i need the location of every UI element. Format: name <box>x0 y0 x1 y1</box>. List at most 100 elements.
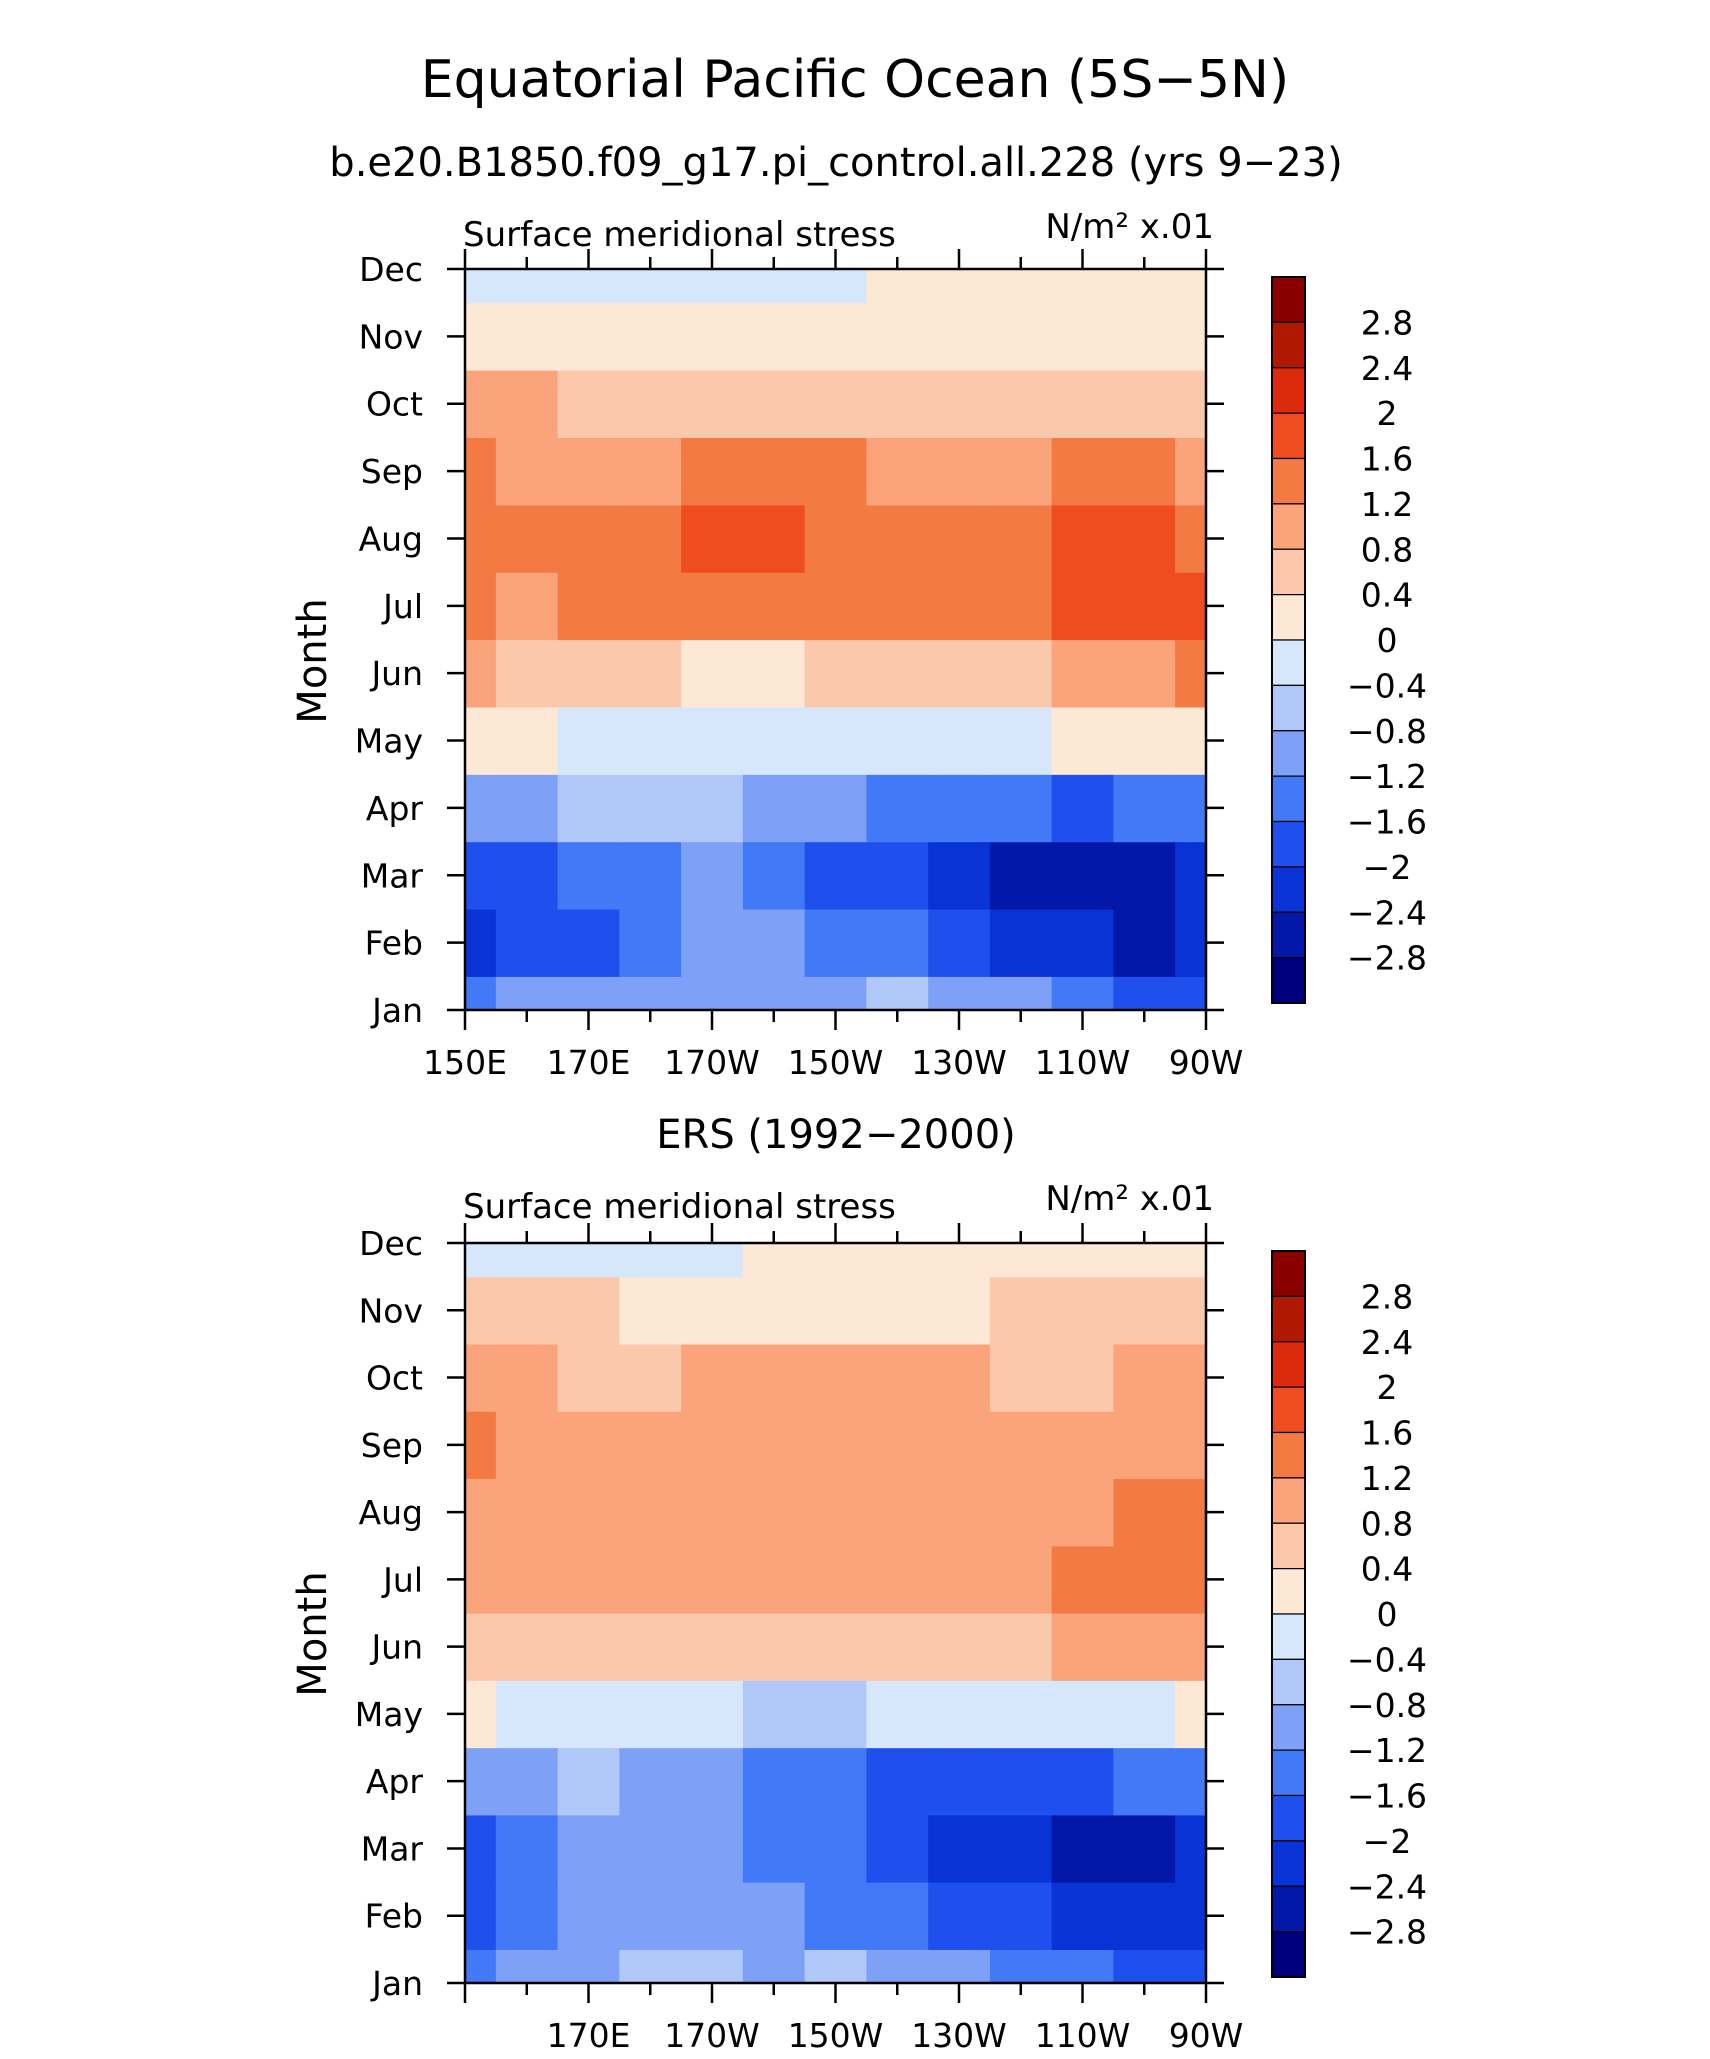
heatmap-cell <box>557 504 620 573</box>
heatmap-cell <box>619 1949 682 1983</box>
heatmap-cell <box>866 976 929 1010</box>
heatmap-cell <box>1051 1680 1114 1749</box>
heatmap-cell <box>619 1747 682 1816</box>
y-tick-label: Mar <box>361 1829 424 1868</box>
heatmap-cell <box>465 437 497 506</box>
heatmap-cell <box>1175 269 1206 304</box>
colorbar-label: −2.8 <box>1347 1913 1427 1952</box>
x-tick-label: 110W <box>1035 2016 1131 2055</box>
colorbar-label: 2.4 <box>1361 1323 1413 1362</box>
heatmap-cell <box>989 1478 1053 1547</box>
heatmap-cell <box>1113 370 1176 439</box>
heatmap-cell <box>619 706 682 775</box>
heatmap-cell <box>465 1814 497 1883</box>
heatmap-cell <box>742 437 806 506</box>
heatmap-cell <box>557 1478 620 1547</box>
heatmap-cell <box>804 437 867 506</box>
heatmap-cell <box>557 1343 620 1412</box>
x-tick-label: 170E <box>547 2016 631 2055</box>
colorbar-box <box>1271 1613 1306 1660</box>
colorbar-frame <box>1271 276 1306 1004</box>
heatmap-cell <box>804 908 867 977</box>
heatmap-cell <box>1113 774 1176 843</box>
heatmap-cell <box>1113 976 1176 1010</box>
panel-model: b.e20.B1850.f09_g17.pi_control.all.228 (… <box>290 140 1427 1082</box>
heatmap-cell <box>681 639 744 708</box>
heatmap-cell <box>1175 1747 1206 1816</box>
heatmap-cell <box>1113 302 1176 371</box>
heatmap-cell <box>928 1343 991 1412</box>
heatmap-cell <box>1175 1343 1206 1412</box>
colorbar-box <box>1271 1794 1306 1842</box>
heatmap-cell <box>495 1411 559 1480</box>
x-tick-label: 130W <box>911 1043 1007 1082</box>
colorbar-label: 1.6 <box>1361 1414 1413 1453</box>
heatmap-cell <box>742 1478 806 1547</box>
heatmap-cell <box>1175 370 1206 439</box>
heatmap-cell <box>804 774 867 843</box>
heatmap-cell <box>1051 841 1114 910</box>
heatmap-cell <box>866 639 929 708</box>
heatmap-cell <box>557 639 620 708</box>
heatmap-cell <box>1175 841 1206 910</box>
heatmap-cell <box>928 706 991 775</box>
heatmap-cell <box>1051 1411 1114 1480</box>
heatmap-cell <box>681 1747 744 1816</box>
heatmap-cell <box>557 706 620 775</box>
heatmap-cell <box>742 269 806 304</box>
heatmap-cell <box>742 639 806 708</box>
colorbar-label: 0.8 <box>1361 530 1413 569</box>
heatmap-cell <box>619 302 682 371</box>
y-tick-label: Feb <box>365 1897 423 1936</box>
y-tick-label: Dec <box>359 250 423 289</box>
heatmap-cell <box>1113 1411 1176 1480</box>
heatmap-cell <box>866 1814 929 1883</box>
y-tick-label: Jan <box>370 991 423 1030</box>
heatmap-cell <box>742 976 806 1010</box>
heatmap-cell <box>742 1814 806 1883</box>
y-tick-label: Oct <box>366 385 423 424</box>
colorbar-box <box>1271 775 1306 823</box>
x-tick-label: 170W <box>664 2016 760 2055</box>
heatmap-cell <box>619 1882 682 1950</box>
x-tick-label: 130W <box>911 2016 1007 2055</box>
heatmap-cell <box>804 639 867 708</box>
heatmap-cell <box>989 1680 1053 1749</box>
heatmap-cell <box>804 1343 867 1412</box>
heatmap-cell <box>681 976 744 1010</box>
heatmap-cell <box>742 774 806 843</box>
y-tick-label: Aug <box>359 519 423 558</box>
heatmap-cell <box>928 1243 991 1278</box>
heatmap-cell <box>465 1276 497 1345</box>
heatmap-cell <box>1175 1613 1206 1681</box>
heatmap-cell <box>495 370 559 439</box>
colorbar-box <box>1271 1568 1306 1615</box>
heatmap-cell <box>1051 302 1114 371</box>
heatmap-cell <box>557 1882 620 1950</box>
heatmap-cell <box>619 774 682 843</box>
heatmap-cell <box>465 774 497 843</box>
colorbar-box <box>1271 1250 1306 1297</box>
heatmap-cell <box>465 1613 497 1681</box>
heatmap-cell <box>681 269 744 304</box>
heatmap-cell <box>989 706 1053 775</box>
heatmap-cells <box>465 1243 1206 1983</box>
heatmap-cell <box>804 572 867 641</box>
heatmap-cell <box>804 976 867 1010</box>
heatmap-cell <box>1113 437 1176 506</box>
heatmap-cell <box>557 1949 620 1983</box>
heatmap-cell <box>1175 1882 1206 1950</box>
heatmap-cell <box>989 1949 1053 1983</box>
heatmap-cell <box>742 572 806 641</box>
heatmap-cell <box>866 1343 929 1412</box>
heatmap-cell <box>928 1680 991 1749</box>
y-tick-label: Jul <box>381 1560 423 1599</box>
heatmap-cell <box>866 269 929 304</box>
heatmap-cell <box>742 1949 806 1983</box>
colorbar-frame <box>1271 1250 1306 1978</box>
colorbar-box <box>1271 1386 1306 1434</box>
y-tick-label: May <box>355 1695 423 1734</box>
colorbar-box <box>1271 412 1306 460</box>
panel-model-colorbar: 2.8 2.4 2 1.6 1.2 0.8 0.4 0 −0.4 −0.8 −1.2 −1.6 −2 −2… <box>1271 276 1427 1004</box>
heatmap-cell <box>866 774 929 843</box>
